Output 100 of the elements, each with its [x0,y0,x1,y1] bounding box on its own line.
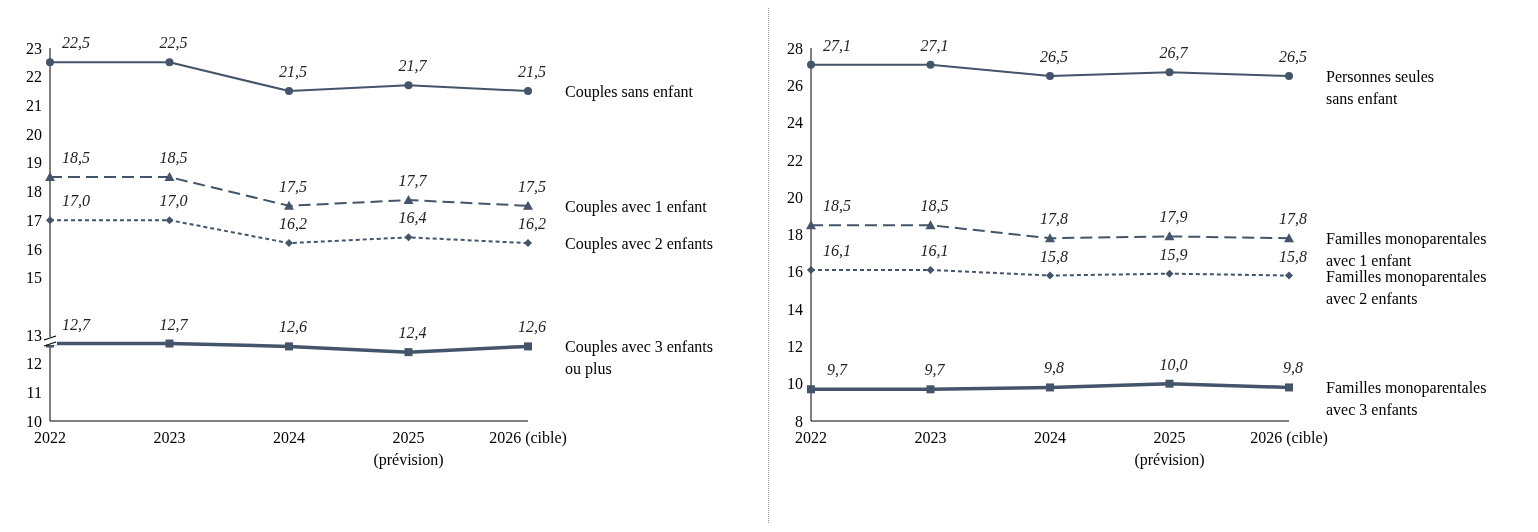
y-tick-label: 21 [26,97,42,115]
data-label: 17,0 [62,192,90,210]
data-label: 12,6 [279,318,307,336]
x-tick-label: 2026 (cible) [1250,429,1328,447]
y-tick-label: 28 [787,39,803,57]
y-tick-label: 16 [26,240,42,258]
y-tick-label: 19 [26,154,42,172]
data-label: 22,5 [62,34,90,52]
data-label: 17,5 [279,177,307,195]
point [1285,71,1293,80]
data-label: 22,5 [159,34,188,52]
x-tick-label: 2023 [914,429,947,446]
data-label: 17,8 [1279,210,1307,228]
data-label: 18,5 [159,149,188,167]
y-tick-label: 20 [787,188,803,206]
point [806,220,816,230]
data-label: 21,5 [279,63,307,81]
y-tick-label: 16 [787,263,803,281]
point [285,239,293,248]
point [1046,71,1054,80]
data-label: 18,5 [62,149,90,167]
text: Familles monoparentales avec 3 enfants [1326,379,1487,419]
x-tick-label: 2022 [795,429,827,446]
y-tick-label: 17 [26,211,42,229]
point [1284,233,1294,243]
text: Familles monoparentales avec 2 enfants [1326,267,1487,307]
y-tick-label: 13 [26,326,42,344]
point [926,385,935,394]
data-label: 17,0 [159,192,188,210]
data-label: 16,1 [920,241,949,259]
y-tick-label: 12 [787,338,803,356]
point [404,348,413,357]
point [807,265,815,274]
y-tick-label: 12 [26,355,42,373]
data-label: 17,8 [1040,210,1068,228]
data-label: 9,7 [924,361,946,379]
x-tick-label: 2024 [273,429,305,446]
text: Couples avec 1 enfant [565,197,708,216]
data-label: 9,8 [1283,359,1303,377]
text: Familles monoparentales avec 1 enfant [1326,230,1487,270]
text: Couples sans enfant [565,83,694,102]
data-label: 15,8 [1040,247,1068,265]
data-label: 17,7 [398,172,428,190]
y-tick-label: 15 [26,269,42,287]
text: Couples avec 2 enfants [565,235,713,254]
data-label: 12,7 [62,315,91,333]
point [1165,269,1174,278]
data-label: 12,4 [398,324,427,342]
y-tick-label: 10 [26,412,42,430]
point [1285,271,1293,280]
point [1046,383,1054,392]
point [165,58,174,67]
point [404,81,413,90]
point [524,87,532,96]
point [1045,233,1055,243]
point [165,216,174,225]
point [284,200,294,210]
y-tick-label: 8 [795,412,803,430]
point [926,60,935,69]
data-label: 16,2 [518,215,546,233]
point [45,172,55,182]
point [524,342,532,351]
data-label: 15,8 [1279,247,1307,265]
y-tick-label: 24 [787,114,803,132]
data-label: 17,9 [1159,208,1188,226]
y-tick-label: 10 [787,375,803,393]
data-label: 16,2 [279,215,307,233]
point [524,239,532,248]
point [807,385,815,394]
data-label: 18,5 [823,197,851,215]
y-tick-label: 26 [787,76,803,94]
x-tick-label: 2026 (cible) [489,429,567,447]
point [165,339,174,348]
data-label: 26,5 [1279,47,1307,65]
y-tick-label: 18 [26,183,42,201]
point [1046,271,1054,280]
data-label: 26,7 [1159,44,1189,62]
data-label: 16,4 [398,209,427,227]
x-tick-label: 2022 [34,429,66,446]
point [925,220,936,230]
point [46,216,54,225]
point [1165,379,1174,388]
point [523,200,533,210]
point [1285,383,1293,392]
data-label: 10,0 [1159,355,1188,373]
point [926,265,935,274]
data-label: 12,6 [518,318,546,336]
data-label: 9,7 [827,361,848,379]
point [285,87,293,96]
point [807,60,815,69]
point [1165,68,1174,77]
x-tick-label: 2024 [1034,429,1066,446]
y-tick-label: 18 [787,226,803,244]
data-label: 27,1 [823,36,851,54]
y-tick-label: 22 [26,68,42,86]
y-tick-label: 11 [26,383,42,401]
point [164,172,175,182]
y-tick-label: 23 [26,39,42,57]
text: Personnes seules sans enfant [1326,67,1434,107]
data-label: 21,7 [398,57,428,75]
